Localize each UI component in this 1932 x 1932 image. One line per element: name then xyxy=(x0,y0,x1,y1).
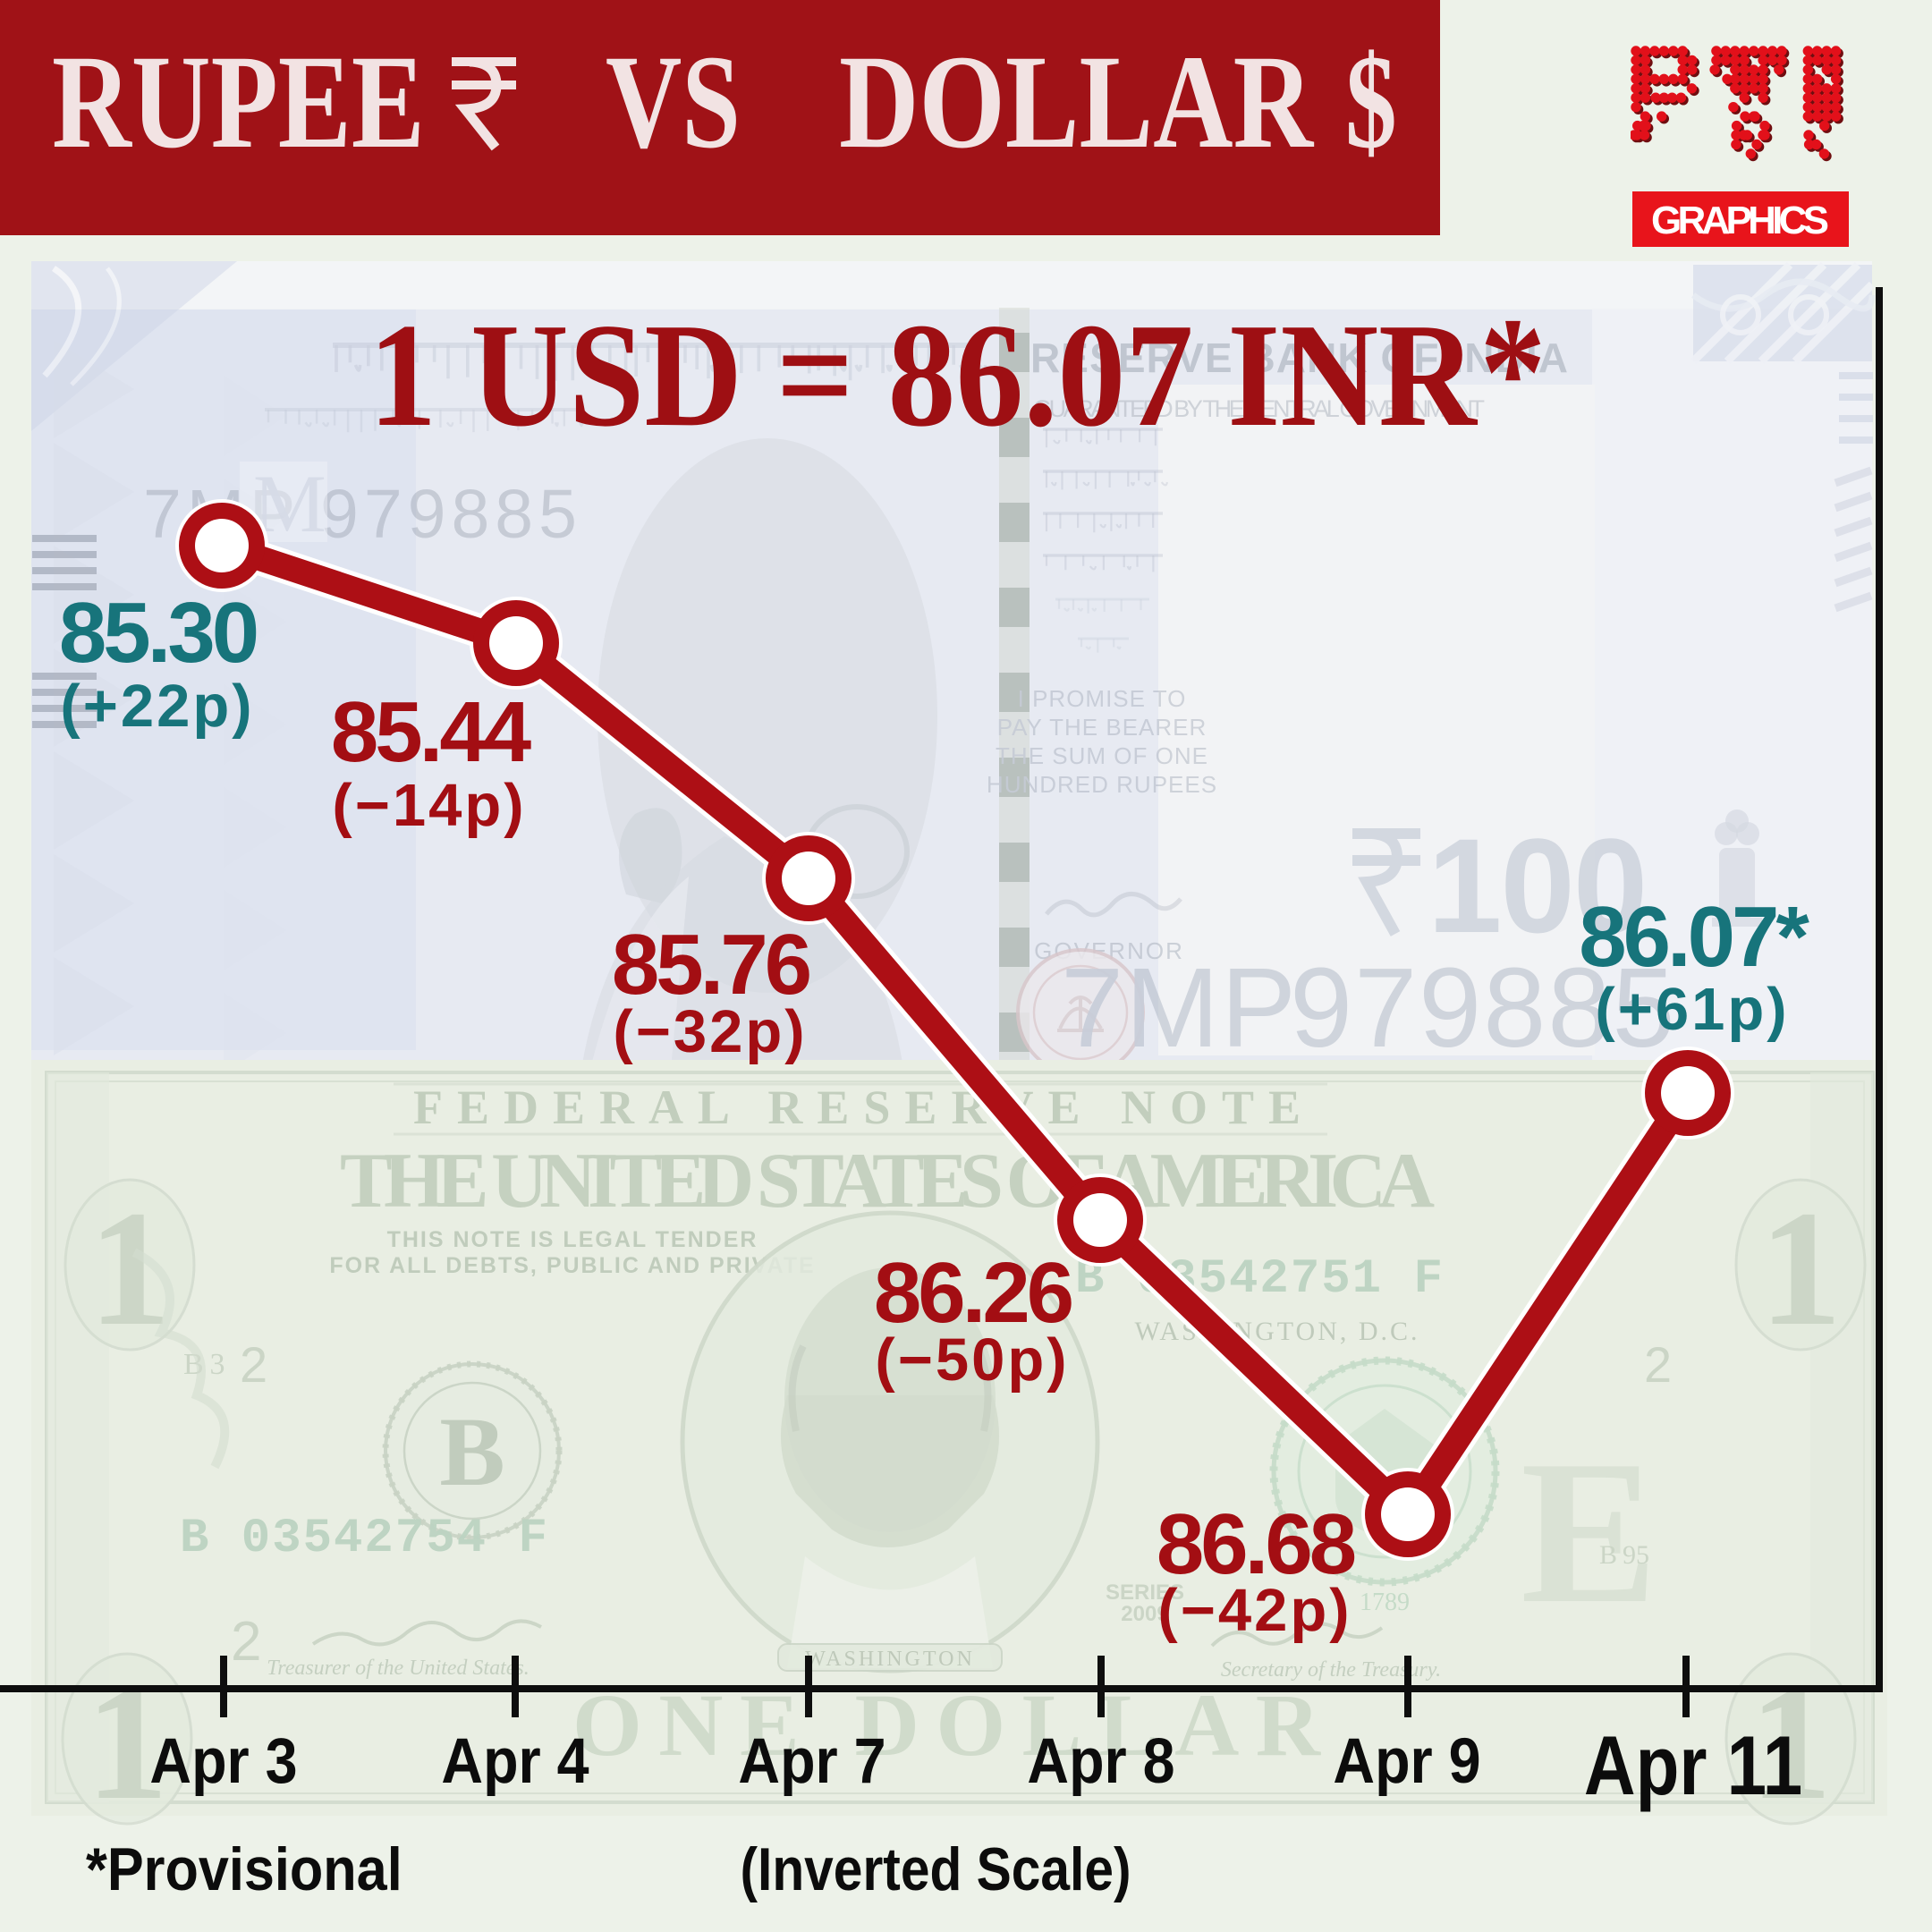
svg-text:2009: 2009 xyxy=(1121,1602,1168,1626)
svg-text:2: 2 xyxy=(231,1611,261,1673)
svg-text:B 03542754 F: B 03542754 F xyxy=(180,1512,549,1566)
svg-text:1: 1 xyxy=(86,1651,169,1835)
svg-text:WASHINGTON, D.C.: WASHINGTON, D.C. xyxy=(1134,1317,1419,1346)
svg-text:Treasurer of the United States: Treasurer of the United States. xyxy=(267,1657,530,1680)
svg-text:1: 1 xyxy=(1750,1651,1833,1835)
svg-text:B 3: B 3 xyxy=(183,1348,225,1381)
svg-text:SERIES: SERIES xyxy=(1106,1580,1184,1605)
svg-text:E: E xyxy=(1521,1418,1657,1646)
svg-text:1: 1 xyxy=(1759,1177,1843,1360)
svg-text:2: 2 xyxy=(240,1336,267,1393)
svg-text:THIS NOTE IS LEGAL TENDER: THIS NOTE IS LEGAL TENDER xyxy=(387,1227,758,1252)
svg-text:100: 100 xyxy=(1428,810,1646,961)
svg-text:WASHINGTON: WASHINGTON xyxy=(805,1648,975,1671)
svg-text:2: 2 xyxy=(1644,1336,1672,1393)
svg-text:B: B xyxy=(439,1397,504,1506)
svg-text:GUARANTEED BY THE CENTRAL GOVE: GUARANTEED BY THE CENTRAL GOVERNMENT xyxy=(1033,395,1486,422)
svg-text:RESERVE BANK OF INDIA: RESERVE BANK OF INDIA xyxy=(1030,335,1571,381)
svg-text:PAY THE BEARER: PAY THE BEARER xyxy=(997,714,1208,741)
svg-text:GRAPHICS: GRAPHICS xyxy=(1651,199,1830,242)
svg-text:THE SUM OF ONE: THE SUM OF ONE xyxy=(996,742,1208,769)
svg-text:979885: 979885 xyxy=(320,476,582,553)
svg-text:I PROMISE TO: I PROMISE TO xyxy=(1018,685,1187,712)
svg-text:HUNDRED RUPEES: HUNDRED RUPEES xyxy=(987,771,1217,798)
svg-text:FOR ALL DEBTS, PUBLIC AND PRIV: FOR ALL DEBTS, PUBLIC AND PRIVATE xyxy=(329,1253,815,1278)
svg-text:1: 1 xyxy=(89,1177,172,1360)
svg-text:B 95: B 95 xyxy=(1599,1540,1649,1570)
svg-text:THE UNITED STATES OF AMERICA: THE UNITED STATES OF AMERICA xyxy=(340,1138,1440,1224)
svg-text:7MP: 7MP xyxy=(1061,945,1298,1071)
svg-text:1789: 1789 xyxy=(1360,1589,1410,1616)
svg-text:979885: 979885 xyxy=(1290,945,1676,1071)
svg-text:GOVERNOR: GOVERNOR xyxy=(1034,937,1184,964)
